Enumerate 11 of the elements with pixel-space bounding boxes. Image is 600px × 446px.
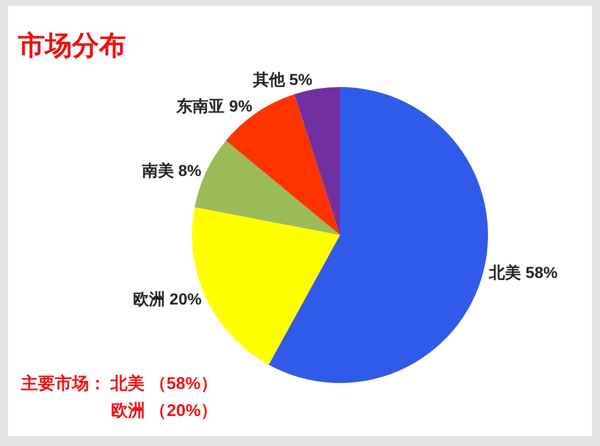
pie-slice — [294, 87, 340, 235]
slice-label: 其他 5% — [252, 71, 312, 90]
pie-slice — [226, 94, 340, 235]
slice-label: 东南亚 9% — [176, 97, 252, 116]
slice-label: 欧洲 20% — [133, 290, 202, 309]
slice-label: 北美 58% — [488, 262, 558, 282]
text: 欧洲 （20%） — [111, 401, 218, 420]
text: 主要市场： 北美 （58%） — [20, 374, 218, 393]
chart-title: 市场分布 — [17, 30, 126, 60]
pie-slice — [268, 87, 488, 383]
slice-label: 南美 8% — [140, 160, 202, 180]
